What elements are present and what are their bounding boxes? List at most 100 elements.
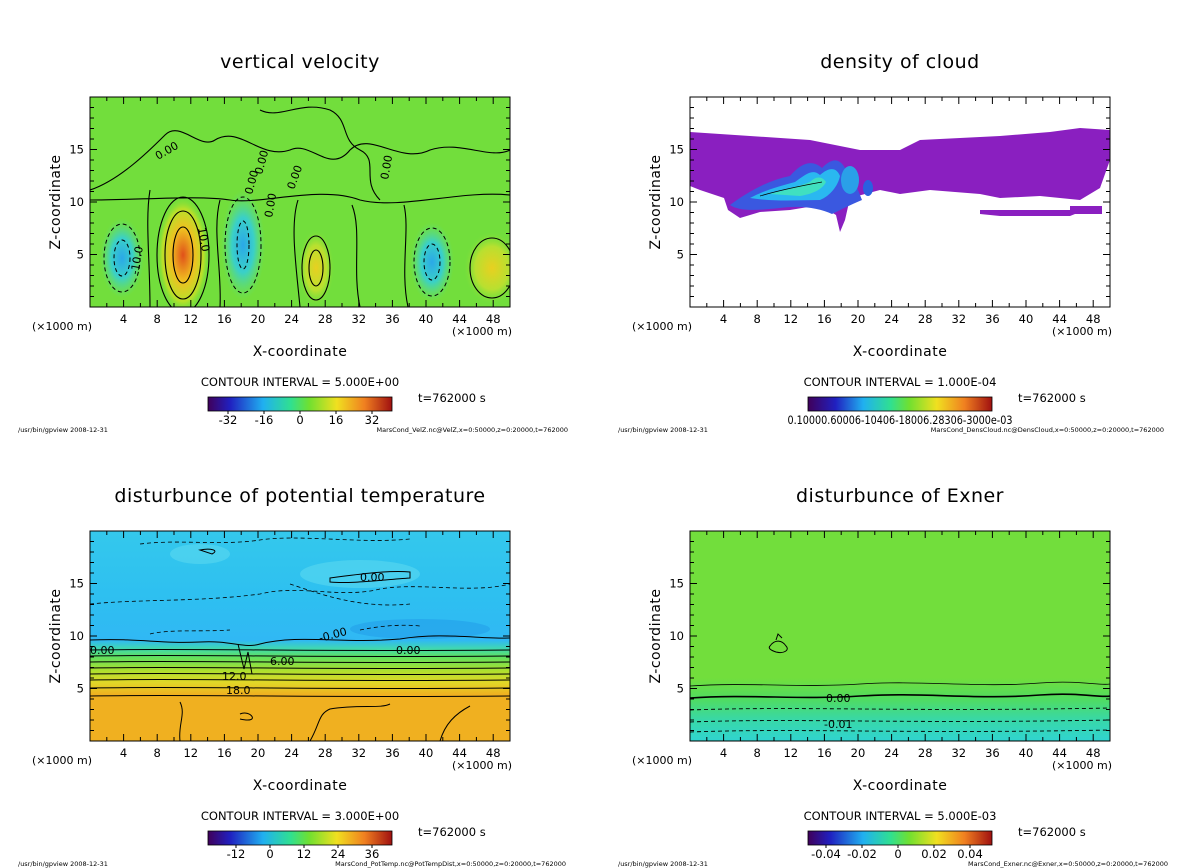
- colorbar-tick-label: 12: [297, 847, 312, 861]
- contour-label: 0.00: [242, 169, 261, 196]
- chart-title: disturbunce of Exner: [796, 485, 1004, 507]
- x-unit-left: (×1000 m): [632, 754, 692, 767]
- colorbar-tick-label: 16: [329, 413, 344, 427]
- y-tick-label: 5: [77, 682, 84, 696]
- contour-label: 0.00: [252, 149, 271, 176]
- x-tick-label: 4: [720, 312, 727, 326]
- x-tick-label: 4: [120, 746, 127, 760]
- panel-density-of-cloud: density of cloud 4 8 12 16 20 24 28 32 36 40 44 48 …: [600, 0, 1200, 434]
- x-unit-left: (×1000 m): [632, 320, 692, 333]
- colorbar-tick-label: 0.10000.60006-10406-18006.28306-3000e-03: [788, 413, 1013, 427]
- x-unit-right: (×1000 m): [452, 325, 512, 338]
- x-tick-label: 28: [918, 312, 933, 326]
- y-tick-label: 15: [69, 143, 84, 157]
- contour-labels: 0.00 -0.00 0.00 0.00 6.00 12.0 18.0: [90, 571, 421, 697]
- vertical-velocity-chart: vertical velocity 0.00 0.00 0.00 0.00 0: [18, 51, 568, 434]
- contour-interval: CONTOUR INTERVAL = 3.000E+00: [201, 809, 399, 823]
- contour-label: 10.0: [195, 226, 212, 252]
- time-label: t=762000 s: [418, 391, 486, 405]
- x-tick-label: 48: [486, 746, 501, 760]
- footer-right: MarsCond_DensCloud.nc@DensCloud,x=0:5000…: [931, 426, 1164, 434]
- contour-label: 6.00: [270, 655, 295, 668]
- colorbar-tick-label: 0: [894, 847, 901, 861]
- x-tick-label: 16: [817, 312, 832, 326]
- colorbar-tick-label: 0.04: [957, 847, 983, 861]
- x-tick-label: 16: [217, 746, 232, 760]
- colorbar-tick-label: 0.02: [921, 847, 947, 861]
- x-tick-label: 4: [120, 312, 127, 326]
- exner-chart: disturbunce of Exner 0.00 -0.01 4 8 12 16 20…: [618, 485, 1168, 868]
- x-tick-label: 20: [251, 746, 266, 760]
- contour-interval: CONTOUR INTERVAL = 1.000E-04: [804, 375, 997, 389]
- colorbar-tick-label: -16: [255, 413, 274, 427]
- colorbar-tick-label: 36: [365, 847, 380, 861]
- colorbar: [807, 830, 993, 846]
- colorbar: [207, 830, 393, 846]
- x-tick-label: 24: [284, 746, 299, 760]
- x-tick-label: 20: [851, 746, 866, 760]
- x-tick-label: 44: [452, 312, 467, 326]
- colorbar-tick-label: 24: [331, 847, 346, 861]
- y-tick-label: 10: [669, 629, 684, 643]
- x-tick-label: 8: [154, 312, 161, 326]
- y-tick-label: 10: [69, 195, 84, 209]
- x-tick-label: 44: [1052, 312, 1067, 326]
- x-tick-label: 48: [1086, 746, 1101, 760]
- colorbar-tick-label: -0.04: [811, 847, 841, 861]
- y-tick-label: 15: [69, 577, 84, 591]
- x-tick-label: 20: [251, 312, 266, 326]
- y-tick-label: 15: [669, 143, 684, 157]
- x-tick-label: 12: [183, 312, 198, 326]
- x-tick-label: 28: [918, 746, 933, 760]
- x-tick-label: 36: [385, 746, 400, 760]
- x-axis-label: X-coordinate: [853, 778, 948, 794]
- x-unit-right: (×1000 m): [1052, 325, 1112, 338]
- heatmap-field: [690, 128, 1110, 232]
- panel-vertical-velocity: vertical velocity 0.00 0.00 0.00 0.00 0: [0, 0, 600, 434]
- contour-label: 18.0: [226, 684, 251, 697]
- x-tick-label: 44: [1052, 746, 1067, 760]
- chart-title: disturbunce of potential temperature: [114, 485, 485, 507]
- x-unit-left: (×1000 m): [32, 754, 92, 767]
- chart-title: vertical velocity: [220, 51, 380, 73]
- contour-labels: 0.00 -0.01: [824, 692, 852, 731]
- x-tick-label: 8: [754, 312, 761, 326]
- footer-left: /usr/bin/gpview 2008-12-31: [18, 426, 108, 434]
- x-tick-label: 48: [1086, 312, 1101, 326]
- contour-label: 0.00: [360, 571, 385, 584]
- x-tick-label: 16: [817, 746, 832, 760]
- x-unit-right: (×1000 m): [1052, 759, 1112, 772]
- x-tick-label: 12: [783, 312, 798, 326]
- x-axis-label: X-coordinate: [853, 344, 948, 360]
- y-tick-label: 10: [69, 629, 84, 643]
- x-tick-label: 12: [783, 746, 798, 760]
- contour-label: 0.00: [396, 644, 421, 657]
- footer-right: MarsCond_PotTemp.nc@PotTempDist,x=0:5000…: [335, 860, 566, 868]
- x-tick-label: 24: [884, 312, 899, 326]
- potential-temperature-chart: disturbunce of potential temperature 0.0…: [18, 485, 566, 868]
- x-tick-label: 8: [754, 746, 761, 760]
- contour-label: -10.0: [128, 245, 146, 275]
- x-tick-label: 24: [884, 746, 899, 760]
- heatmap-field: [90, 531, 510, 741]
- x-tick-label: 40: [1019, 312, 1034, 326]
- footer-left: /usr/bin/gpview 2008-12-31: [618, 860, 708, 868]
- x-unit-left: (×1000 m): [32, 320, 92, 333]
- x-tick-label: 36: [985, 312, 1000, 326]
- colorbar-tick-label: -12: [227, 847, 246, 861]
- chart-title: density of cloud: [820, 51, 980, 73]
- y-tick-label: 5: [77, 248, 84, 262]
- contour-label: 0.00: [262, 192, 279, 218]
- x-tick-label: 44: [452, 746, 467, 760]
- x-tick-label: 48: [486, 312, 501, 326]
- x-tick-label: 36: [985, 746, 1000, 760]
- x-tick-label: 28: [318, 312, 333, 326]
- density-of-cloud-chart: density of cloud 4 8 12 16 20 24 28 32 36 40 44 48 …: [618, 51, 1164, 434]
- x-tick-label: 8: [154, 746, 161, 760]
- heatmap-field: [90, 97, 510, 307]
- x-tick-label: 40: [1019, 746, 1034, 760]
- x-tick-label: 28: [318, 746, 333, 760]
- footer-left: /usr/bin/gpview 2008-12-31: [618, 426, 708, 434]
- panel-exner: disturbunce of Exner 0.00 -0.01 4 8 12 16 20…: [600, 434, 1200, 868]
- x-unit-right: (×1000 m): [452, 759, 512, 772]
